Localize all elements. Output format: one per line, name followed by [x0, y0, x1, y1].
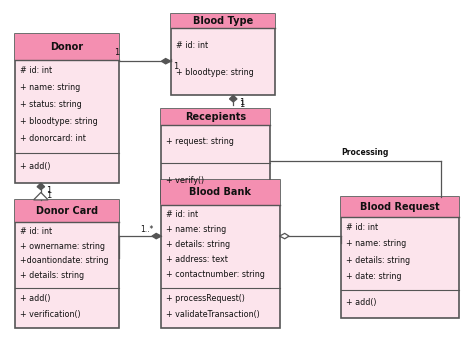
Bar [15, 200, 119, 222]
Bar [161, 180, 280, 328]
Text: + add(): + add() [346, 298, 376, 307]
Bar [341, 197, 459, 217]
Text: # id: int: # id: int [175, 41, 208, 50]
Bar [161, 109, 270, 203]
Text: Recepients: Recepients [185, 112, 246, 122]
Polygon shape [161, 59, 171, 64]
Text: 1: 1 [173, 62, 178, 71]
Polygon shape [37, 183, 45, 190]
Text: + address: text: + address: text [166, 255, 228, 264]
Text: + details: string: + details: string [19, 271, 84, 280]
Bar [171, 14, 275, 95]
Polygon shape [229, 95, 237, 102]
Text: Processing: Processing [341, 148, 389, 157]
Text: + date: string: + date: string [346, 272, 401, 281]
Text: 1: 1 [46, 186, 52, 195]
Text: 1..*: 1..* [140, 225, 154, 234]
Text: 1: 1 [239, 100, 244, 109]
Text: + status: string: + status: string [19, 100, 82, 109]
Text: + validateTransaction(): + validateTransaction() [166, 310, 260, 319]
Polygon shape [152, 233, 161, 239]
Text: # id: int: # id: int [346, 223, 378, 232]
Bar [15, 200, 119, 328]
Text: + request: string: + request: string [166, 137, 234, 146]
Text: Blood Request: Blood Request [360, 202, 440, 212]
Text: 1: 1 [239, 98, 244, 107]
Text: Donor Card: Donor Card [36, 206, 98, 216]
Text: + name: string: + name: string [19, 83, 80, 92]
Text: # id: int: # id: int [19, 227, 52, 236]
Bar [15, 35, 119, 60]
Text: + contactnumber: string: + contactnumber: string [166, 270, 265, 279]
Text: # id: int: # id: int [19, 66, 52, 75]
Text: + donorcard: int: + donorcard: int [19, 135, 85, 143]
Bar [341, 197, 459, 318]
Text: + details: string: + details: string [166, 240, 230, 249]
Bar [15, 35, 119, 183]
Text: + name: string: + name: string [346, 239, 406, 248]
Text: + add(): + add() [19, 162, 50, 171]
Text: + ownername: string: + ownername: string [19, 242, 105, 251]
Text: + details: string: + details: string [346, 256, 410, 265]
Text: # id: int: # id: int [166, 210, 198, 219]
Bar [161, 109, 270, 125]
Text: Donor: Donor [50, 42, 83, 52]
Text: 1: 1 [114, 48, 119, 57]
Text: Blood Bank: Blood Bank [190, 187, 252, 197]
Text: + processRequest(): + processRequest() [166, 294, 245, 303]
Text: + verification(): + verification() [19, 310, 80, 319]
Bar [161, 180, 280, 205]
Text: Blood Type: Blood Type [193, 16, 253, 26]
Text: +doantiondate: string: +doantiondate: string [19, 257, 108, 265]
Polygon shape [34, 193, 48, 200]
Text: + verify(): + verify() [166, 176, 204, 185]
Text: + add(): + add() [19, 294, 50, 303]
Text: + bloodtype: string: + bloodtype: string [19, 117, 97, 126]
Polygon shape [280, 233, 289, 239]
Text: + name: string: + name: string [166, 225, 227, 234]
Text: + bloodtype: string: + bloodtype: string [175, 68, 253, 77]
Text: 1: 1 [46, 191, 52, 200]
Bar [171, 14, 275, 28]
